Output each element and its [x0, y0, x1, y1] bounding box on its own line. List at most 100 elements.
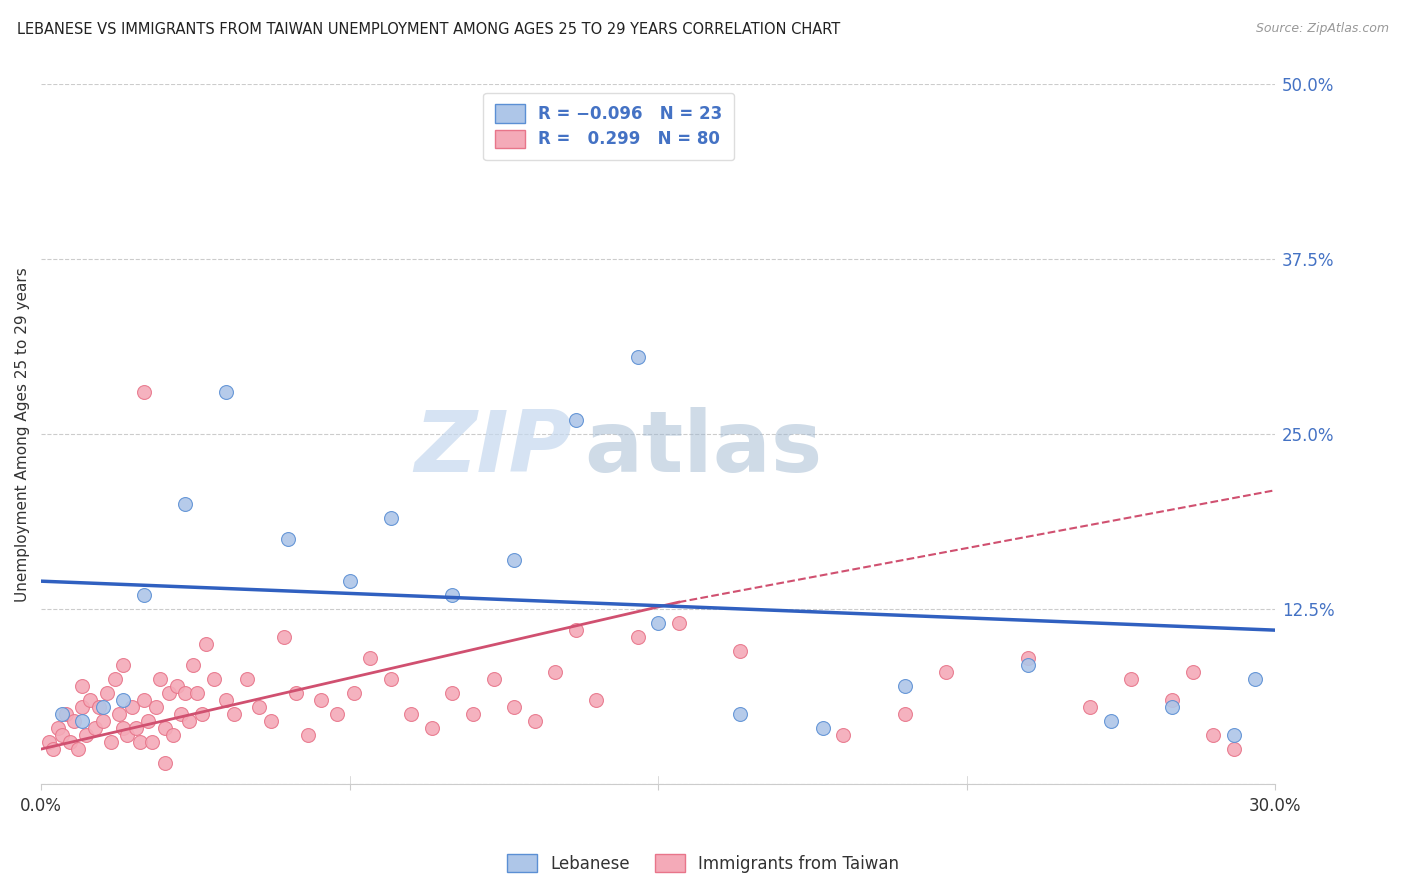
Point: [401, 707, 423, 722]
Point: [1078, 700, 1101, 714]
Point: [461, 707, 484, 722]
Point: [63, 714, 86, 728]
Point: [166, 679, 188, 693]
Point: [297, 728, 319, 742]
Point: [42, 742, 65, 756]
Point: [70, 700, 93, 714]
Point: [125, 721, 148, 735]
Point: [894, 707, 917, 722]
Point: [309, 693, 332, 707]
Point: [38, 735, 60, 749]
Point: [153, 721, 176, 735]
Point: [59, 735, 82, 749]
Point: [128, 735, 150, 749]
Point: [441, 588, 464, 602]
Point: [1017, 658, 1039, 673]
Point: [380, 511, 402, 525]
Point: [585, 693, 607, 707]
Point: [626, 351, 648, 365]
Legend: R = −0.096   N = 23, R =   0.299   N = 80: R = −0.096 N = 23, R = 0.299 N = 80: [484, 93, 734, 160]
Point: [112, 693, 135, 707]
Point: [339, 574, 361, 589]
Text: LEBANESE VS IMMIGRANTS FROM TAIWAN UNEMPLOYMENT AMONG AGES 25 TO 29 YEARS CORREL: LEBANESE VS IMMIGRANTS FROM TAIWAN UNEMP…: [17, 22, 841, 37]
Point: [1223, 728, 1246, 742]
Point: [215, 385, 238, 400]
Point: [75, 728, 97, 742]
Point: [441, 686, 464, 700]
Point: [145, 700, 167, 714]
Point: [79, 693, 101, 707]
Point: [132, 385, 155, 400]
Point: [894, 679, 917, 693]
Point: [153, 756, 176, 770]
Text: atlas: atlas: [583, 407, 823, 490]
Point: [935, 665, 957, 679]
Y-axis label: Unemployment Among Ages 25 to 29 years: Unemployment Among Ages 25 to 29 years: [15, 267, 30, 601]
Point: [1161, 700, 1184, 714]
Point: [215, 693, 238, 707]
Point: [236, 672, 259, 686]
Point: [170, 707, 193, 722]
Point: [174, 497, 197, 511]
Point: [565, 623, 588, 637]
Point: [1243, 672, 1265, 686]
Point: [668, 616, 690, 631]
Point: [83, 721, 105, 735]
Point: [55, 707, 77, 722]
Point: [108, 707, 131, 722]
Point: [121, 700, 143, 714]
Point: [181, 658, 204, 673]
Point: [503, 700, 526, 714]
Point: [1099, 714, 1122, 728]
Point: [523, 714, 546, 728]
Point: [70, 714, 93, 728]
Point: [626, 630, 648, 644]
Point: [380, 672, 402, 686]
Legend: Lebanese, Immigrants from Taiwan: Lebanese, Immigrants from Taiwan: [501, 847, 905, 880]
Point: [51, 707, 73, 722]
Point: [179, 714, 201, 728]
Point: [132, 588, 155, 602]
Point: [285, 686, 308, 700]
Point: [544, 665, 567, 679]
Point: [112, 658, 135, 673]
Point: [1181, 665, 1204, 679]
Point: [1161, 693, 1184, 707]
Point: [1223, 742, 1246, 756]
Point: [67, 742, 90, 756]
Point: [91, 714, 114, 728]
Text: Source: ZipAtlas.com: Source: ZipAtlas.com: [1256, 22, 1389, 36]
Point: [811, 721, 834, 735]
Point: [420, 721, 443, 735]
Point: [730, 707, 752, 722]
Point: [157, 686, 180, 700]
Point: [46, 721, 69, 735]
Point: [186, 686, 208, 700]
Text: ZIP: ZIP: [415, 407, 572, 490]
Point: [132, 693, 155, 707]
Point: [194, 637, 217, 651]
Point: [136, 714, 159, 728]
Point: [70, 679, 93, 693]
Point: [1202, 728, 1225, 742]
Point: [162, 728, 184, 742]
Point: [647, 616, 669, 631]
Point: [482, 672, 505, 686]
Point: [359, 651, 381, 665]
Point: [190, 707, 212, 722]
Point: [96, 686, 118, 700]
Point: [149, 672, 172, 686]
Point: [112, 721, 135, 735]
Point: [832, 728, 855, 742]
Point: [224, 707, 246, 722]
Point: [247, 700, 270, 714]
Point: [277, 532, 299, 546]
Point: [87, 700, 110, 714]
Point: [273, 630, 295, 644]
Point: [100, 735, 122, 749]
Point: [260, 714, 283, 728]
Point: [141, 735, 163, 749]
Point: [202, 672, 225, 686]
Point: [503, 553, 526, 567]
Point: [104, 672, 127, 686]
